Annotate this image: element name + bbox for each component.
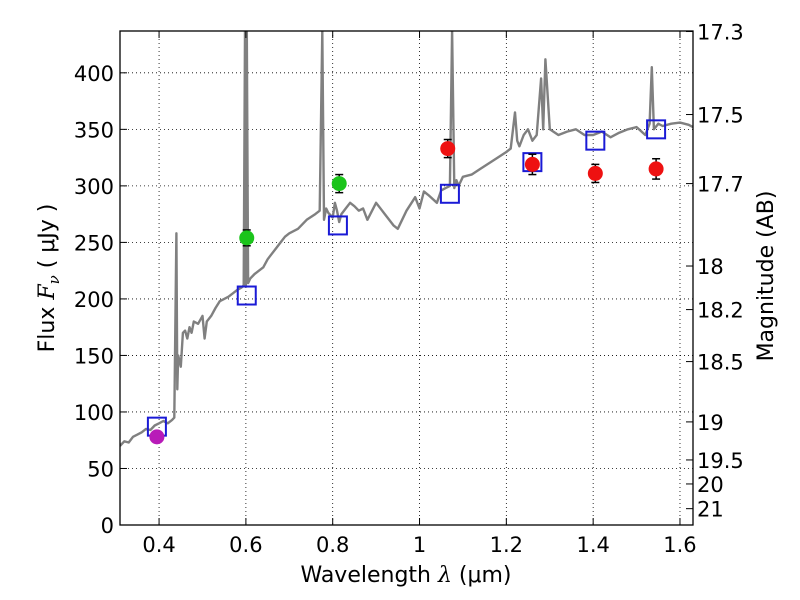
y-axis-label-prefix: Flux (35, 300, 60, 353)
observed-marker (440, 141, 456, 157)
spectrum-line (120, 31, 693, 447)
y-tick-label: 100 (74, 401, 114, 425)
y-tick-label: 150 (74, 344, 114, 368)
x-tick-label: 1 (413, 533, 426, 557)
observed-point (149, 429, 165, 445)
axis-ticks: 0.4 0.6 0.8 1 1.2 1.4 1.6 0 50 100 150 200 250 300 350… (74, 21, 744, 557)
observed-point (587, 163, 603, 184)
x-axis-label-symbol: λ (437, 563, 452, 588)
plot-frame (119, 30, 694, 526)
observed-marker (149, 429, 165, 445)
y-axis-label: Flux Fν ( μJy ) (35, 204, 63, 353)
y-tick-label: 250 (74, 231, 114, 255)
y2-tick-label: 18.5 (697, 351, 744, 375)
y2-tick-label: 17.3 (697, 21, 744, 45)
x-axis-label-unit: (μm) (452, 563, 512, 588)
grid-lines (120, 31, 693, 526)
y-tick-label: 300 (74, 175, 114, 199)
observed-marker (524, 156, 540, 172)
y-tick-label: 200 (74, 288, 114, 312)
y-axis-label-unit: ( μJy ) (35, 204, 60, 276)
observed-point (331, 173, 347, 194)
x-axis-label: Wavelength λ (μm) (300, 563, 511, 588)
x-tick-label: 1.2 (490, 533, 523, 557)
y2-tick-label: 17.5 (697, 104, 744, 128)
model-point (327, 215, 348, 236)
y2-tick-label: 19 (697, 411, 724, 435)
model-point (585, 130, 606, 151)
x-tick-label: 1.6 (663, 533, 696, 557)
x-tick-label: 0.8 (316, 533, 349, 557)
observed-marker (239, 230, 255, 246)
y2-tick-label: 19.5 (697, 449, 744, 473)
model-point (646, 119, 667, 140)
observed-point (239, 229, 255, 247)
model-point (236, 285, 257, 306)
y2-tick-label: 18 (697, 255, 724, 279)
observed-marker (587, 165, 603, 181)
observed-point (524, 153, 540, 176)
model-point (439, 183, 460, 204)
y-tick-label: 0 (101, 514, 114, 538)
y-axis-label-subscript: ν (45, 275, 63, 284)
observed-point (440, 138, 456, 159)
y2-tick-label: 20 (697, 473, 724, 497)
y-tick-label: 50 (87, 457, 114, 481)
x-axis-label-prefix: Wavelength (300, 563, 438, 588)
y2-tick-label: 18.2 (697, 299, 744, 323)
y2-tick-label: 21 (697, 498, 724, 522)
y-axis-label-symbol: F (35, 284, 60, 301)
y2-axis-label: Magnitude (AB) (754, 191, 779, 362)
y-tick-label: 350 (74, 118, 114, 142)
observed-marker (331, 176, 347, 192)
observed-marker (648, 161, 664, 177)
x-tick-label: 0.6 (229, 533, 262, 557)
y-tick-label: 400 (74, 62, 114, 86)
y2-tick-label: 17.7 (697, 173, 744, 197)
x-tick-label: 0.4 (142, 533, 175, 557)
observed-point (648, 157, 664, 180)
plot-area (120, 31, 693, 447)
x-tick-label: 1.4 (576, 533, 609, 557)
